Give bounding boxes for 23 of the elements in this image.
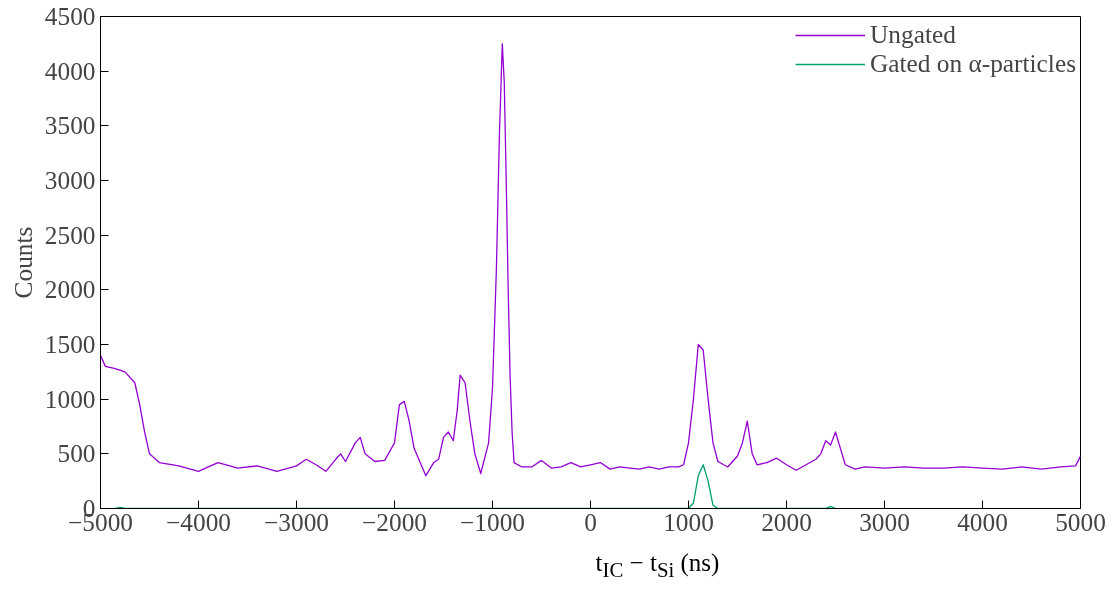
legend-label: Gated on α-particles	[870, 49, 1076, 78]
legend-label: Ungated	[870, 20, 956, 49]
x-tick-label: 4000	[957, 507, 1008, 536]
x-tick-label: 1000	[663, 507, 714, 536]
y-tick-label: 3500	[44, 111, 96, 140]
y-tick-label: 4000	[44, 56, 96, 85]
x-axis-title: t$_{IC}$ − t$_{Si}$ (ns)	[595, 548, 720, 584]
y-tick-label: 1500	[44, 330, 96, 358]
y-axis-title: Counts	[8, 226, 37, 299]
x-tick-label: −3000	[264, 507, 329, 536]
x-tick-label: −2000	[362, 507, 427, 536]
y-tick-label: 2500	[44, 220, 96, 249]
x-tick-label: −1000	[460, 507, 525, 536]
x-tick-label: 2000	[761, 507, 812, 536]
y-tick-label: 500	[57, 439, 96, 468]
y-tick-label: 4500	[44, 2, 96, 30]
x-tick-label: 5000	[1055, 507, 1106, 536]
y-tick-label: 1000	[44, 384, 96, 413]
x-tick-label: 3000	[859, 507, 910, 536]
x-tick-label: −4000	[166, 507, 231, 536]
x-tick-label: 0	[584, 507, 597, 536]
y-tick-label: 2000	[44, 275, 96, 304]
y-tick-label: 3000	[44, 166, 96, 194]
